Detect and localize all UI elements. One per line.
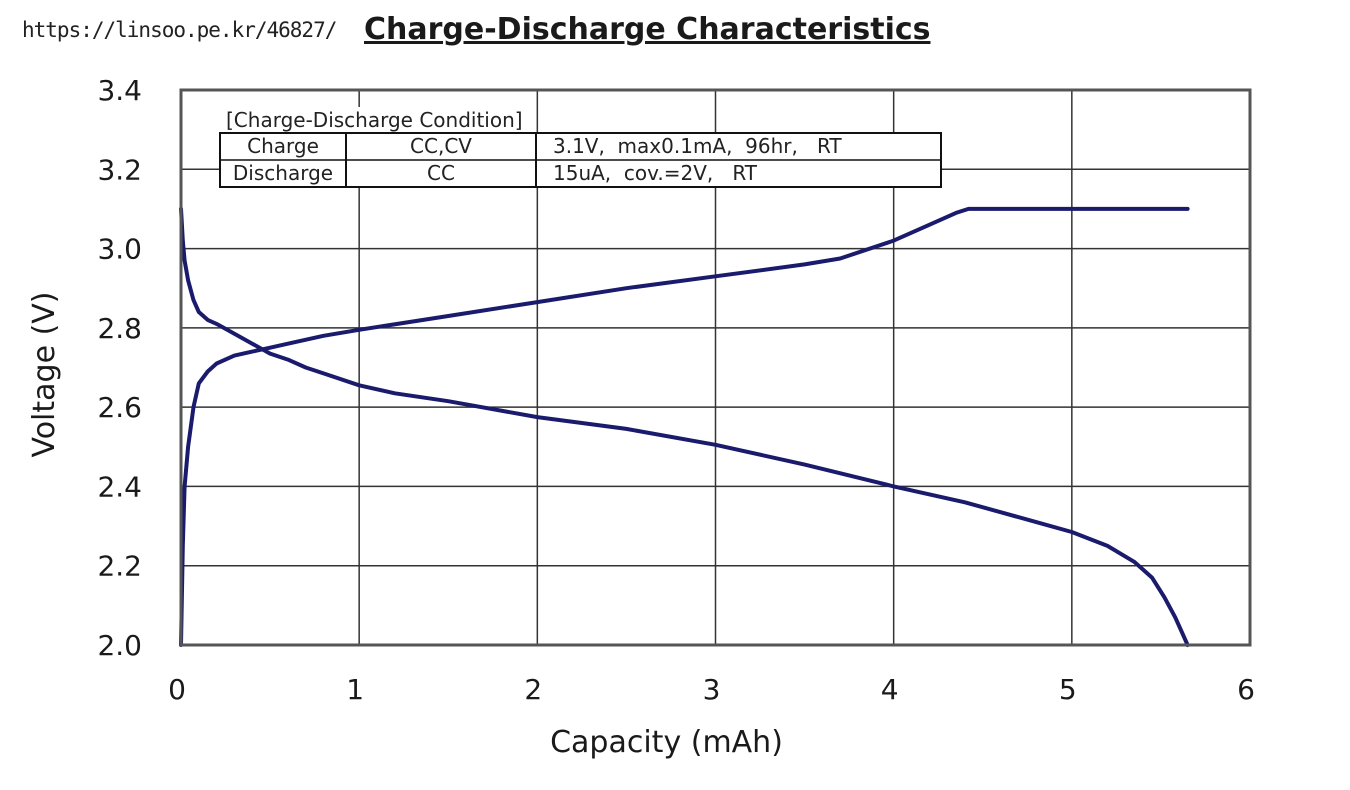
chart-title: Charge-Discharge Characteristics [364,12,931,47]
x-axis-label: Capacity (mAh) [550,725,783,760]
curves [179,206,1190,647]
y-axis-label: Voltage (V) [27,292,62,458]
condition-cell: 3.1V, max0.1mA, 96hr, RT [553,134,842,158]
condition-cell: CC,CV [410,134,472,158]
y-tick-label: 2.4 [97,470,142,503]
watermark: https://linsoo.pe.kr/46827/ [22,18,337,42]
condition-cell: Discharge [233,161,333,185]
condition-table: [Charge-Discharge Condition]Charge CC,CV 3… [219,107,942,188]
condition-cell: Charge [247,134,319,158]
x-tick-label: 2 [524,673,542,706]
y-tick-label: 2.6 [97,391,142,424]
condition-cell: 15uA, cov.=2V, RT [553,161,758,185]
y-tick-label: 2.2 [97,550,142,583]
y-ticks: 2.0 2.2 2.4 2.6 2.8 3.0 3.2 3.4 [97,74,142,662]
plot-frame [179,88,1252,647]
condition-caption: [Charge-Discharge Condition] [226,108,523,132]
x-tick-label: 4 [881,673,899,706]
series-line [179,206,1190,647]
y-tick-label: 3.4 [97,74,142,107]
condition-cell: CC [427,161,455,185]
x-tick-label: 5 [1059,673,1077,706]
series-line [179,206,1190,647]
x-tick-label: 3 [703,673,721,706]
y-tick-label: 3.2 [97,153,142,186]
x-ticks: 0 1 2 3 4 5 6 [168,673,1255,706]
y-tick-label: 2.8 [97,312,142,345]
y-tick-label: 2.0 [97,629,142,662]
x-tick-label: 6 [1237,673,1255,706]
x-tick-label: 0 [168,673,186,706]
x-tick-label: 1 [346,673,364,706]
condition-caption-bg [223,107,528,133]
y-tick-label: 3.0 [97,233,142,266]
